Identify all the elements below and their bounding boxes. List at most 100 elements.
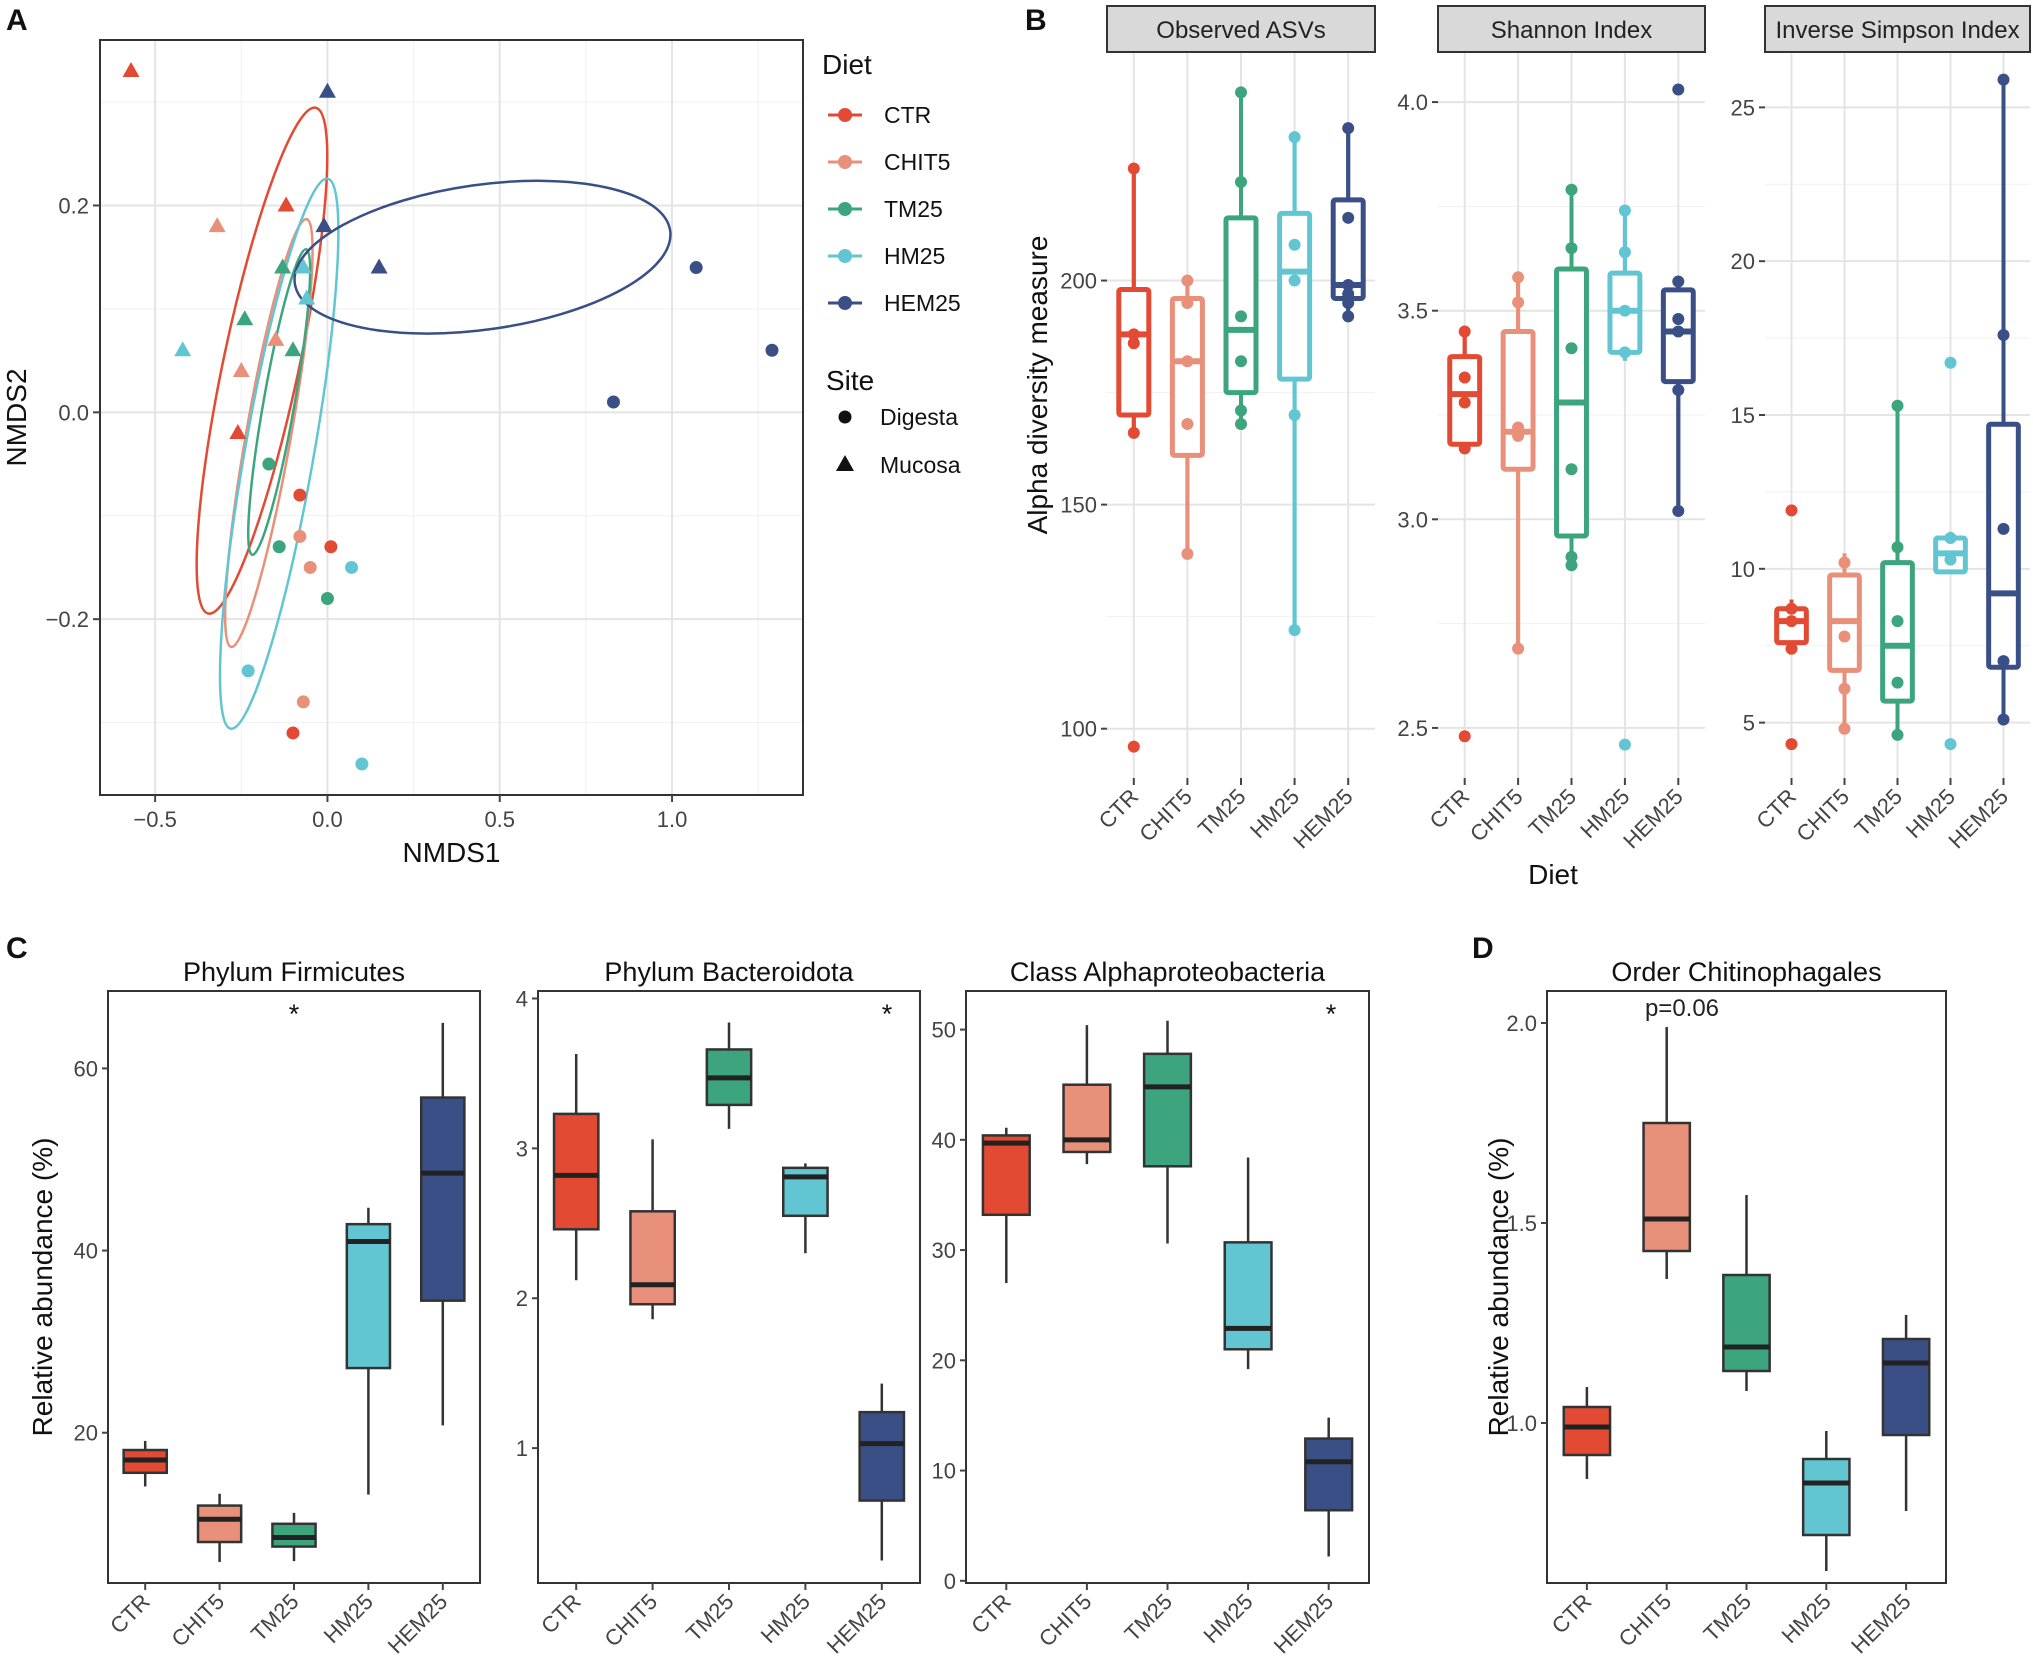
legend-diet-label: CTR <box>884 102 931 128</box>
nmds-point-mucosa <box>236 310 254 326</box>
facet-strip <box>1106 5 1376 53</box>
data-point-ctr <box>1127 337 1140 350</box>
data-point-chit5 <box>1512 421 1525 434</box>
nmds-point-mucosa <box>294 258 312 274</box>
nmds-point-mucosa <box>284 341 302 357</box>
legend-site-items: Digesta Mucosa <box>836 404 961 478</box>
data-point-ctr <box>1458 730 1471 743</box>
data-point-tm25 <box>1565 550 1578 563</box>
data-point-hm25 <box>1618 204 1631 217</box>
nmds-point-mucosa <box>267 330 285 346</box>
data-point-chit5 <box>1181 547 1194 560</box>
data-point-ctr <box>1127 328 1140 341</box>
y-tick-label: 100 <box>1060 717 1097 742</box>
data-point-hm25 <box>1288 131 1301 144</box>
y-tick-label: 40 <box>74 1239 98 1264</box>
facet-strip-label: Inverse Simpson Index <box>1775 17 2019 44</box>
data-point-tm25 <box>1565 463 1578 476</box>
data-point-ctr <box>1127 740 1140 753</box>
x-tick-label: CTR <box>966 1589 1016 1639</box>
legend-site-title: Site <box>826 365 874 396</box>
data-point-hm25 <box>1288 238 1301 251</box>
x-tick-label: 0.5 <box>484 807 515 832</box>
x-tick-label: 0.0 <box>312 807 343 832</box>
data-point-chit5 <box>1838 556 1851 569</box>
facet-strip <box>1437 5 1706 53</box>
data-point-tm25 <box>1235 417 1247 430</box>
box-tm25 <box>1722 1273 1771 1373</box>
y-axis-title: Relative abundance (%) <box>27 1138 58 1437</box>
box-chit5 <box>1169 295 1205 458</box>
data-point-hem25 <box>1672 504 1685 517</box>
nmds-point-digesta <box>320 591 334 605</box>
data-point-ctr <box>1458 325 1471 338</box>
nmds-point-digesta <box>303 560 317 574</box>
data-point-hm25 <box>1618 246 1631 259</box>
y-tick-label: 20 <box>1731 249 1755 274</box>
data-point-hem25 <box>1997 522 2010 535</box>
nmds-point-mucosa <box>229 424 247 440</box>
data-point-ctr <box>1458 442 1471 455</box>
y-tick-label: 5 <box>1743 711 1755 736</box>
panel-label-a: A <box>6 4 28 37</box>
firmicutes-plot: 20 40 60 CTR CHIT5 TM25 HM25 HEM25 Phylum Firmic… <box>27 957 481 1658</box>
y-tick-label: 2.5 <box>1397 716 1428 741</box>
y-tick-label: 1.5 <box>1506 1211 1537 1236</box>
nmds-point-mucosa <box>174 341 192 357</box>
significance-annotation: * <box>1326 999 1337 1029</box>
nmds-point-digesta <box>324 540 338 554</box>
box-hm25 <box>1277 210 1313 382</box>
data-point-hem25 <box>1672 383 1685 396</box>
nmds-point-mucosa <box>298 289 316 305</box>
y-tick-label: 10 <box>1731 557 1755 582</box>
significance-annotation: * <box>882 999 893 1029</box>
data-point-chit5 <box>1181 355 1194 368</box>
legend-site-label: Mucosa <box>880 452 961 478</box>
x-axis-title: Diet <box>1528 859 1578 890</box>
nmds-plot: −0.5 0.0 0.5 1.0 −0.2 0.0 0.2 NMDS1 NMDS2 <box>1 39 804 868</box>
legend-key-dot <box>838 202 852 216</box>
box-hem25 <box>858 1410 906 1502</box>
box-hm25 <box>1223 1241 1273 1351</box>
x-tick-label: HM25 <box>1198 1589 1257 1648</box>
data-point-hem25 <box>1997 329 2010 342</box>
data-point-hem25 <box>1342 211 1355 224</box>
y-tick-label: 25 <box>1731 95 1755 120</box>
y-axis-title: Alpha diversity measure <box>1022 236 1053 535</box>
legend-site-label: Digesta <box>880 404 958 430</box>
plot-title: Phylum Bacteroidota <box>604 957 854 987</box>
nmds-point-digesta <box>293 488 307 502</box>
panel-label-d: D <box>1472 932 1494 965</box>
y-tick-label: 15 <box>1731 403 1755 428</box>
data-point-chit5 <box>1512 271 1525 284</box>
data-point-ctr <box>1785 738 1798 751</box>
data-point-hem25 <box>1997 73 2010 86</box>
data-point-chit5 <box>1181 274 1194 287</box>
y-tick-label: 4.0 <box>1397 90 1428 115</box>
panel-label-b: B <box>1025 4 1047 37</box>
data-point-tm25 <box>1235 310 1247 323</box>
box-hm25 <box>1801 1457 1851 1537</box>
x-tick-label: TM25 <box>246 1589 303 1646</box>
y-axis-title: NMDS2 <box>1 368 32 466</box>
data-point-hem25 <box>1342 288 1355 300</box>
data-point-hem25 <box>1342 279 1355 292</box>
significance-annotation: p=0.06 <box>1645 995 1719 1022</box>
y-tick-label: 20 <box>74 1421 98 1446</box>
nmds-point-digesta <box>296 695 310 709</box>
nmds-legend: Diet CTR CHIT5 TM25 HM25 HEM25 Site Digesta M… <box>822 49 961 478</box>
data-point-chit5 <box>1838 630 1851 643</box>
data-point-ctr <box>1785 642 1798 655</box>
x-tick-label: HEM25 <box>822 1589 892 1659</box>
nmds-point-mucosa <box>274 258 292 274</box>
nmds-point-digesta <box>345 560 359 574</box>
data-point-ctr <box>1458 371 1471 384</box>
legend-key-dot <box>838 108 852 122</box>
x-tick-label: TM25 <box>1120 1589 1177 1646</box>
nmds-point-digesta <box>262 457 276 471</box>
legend-diet-label: TM25 <box>884 196 943 222</box>
plot-title: Order Chitinophagales <box>1611 957 1881 987</box>
x-tick-label: −0.5 <box>133 807 176 832</box>
y-tick-label: 1.0 <box>1506 1411 1537 1436</box>
